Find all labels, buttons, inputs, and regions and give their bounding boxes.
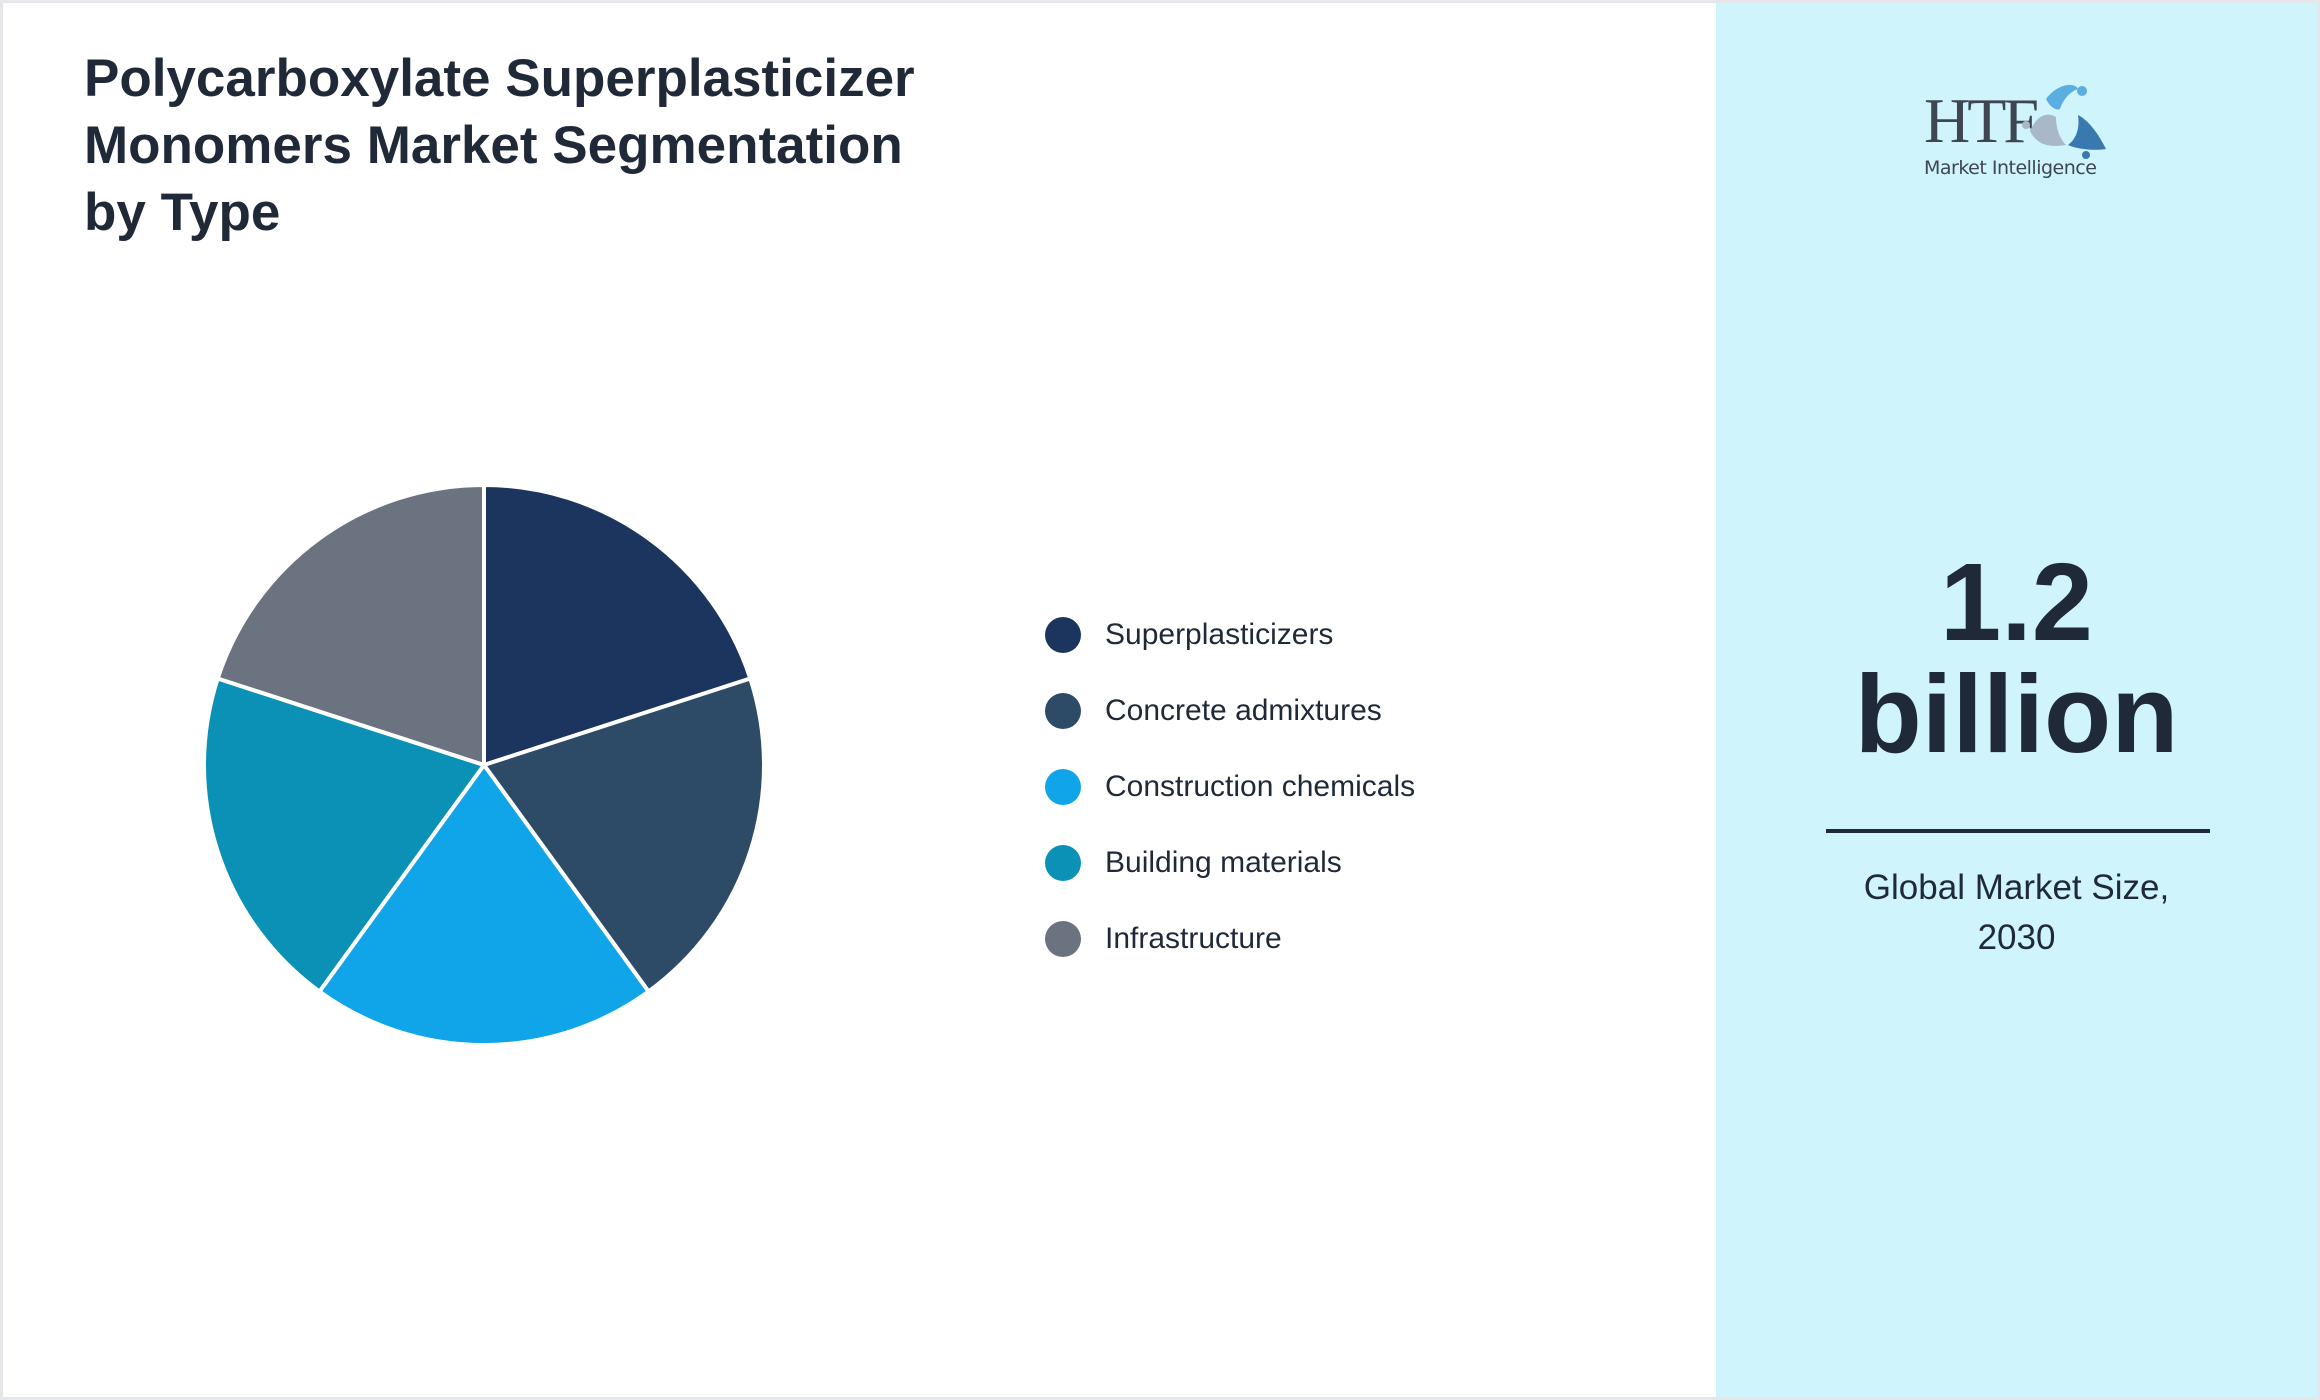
pie-slice-concrete-admixtures	[480, 675, 766, 995]
pie-chart	[202, 482, 766, 1047]
market-size-unit: billion	[1854, 653, 2179, 776]
people-circle-logo-icon	[2022, 84, 2106, 159]
legend-label: Superplasticizers	[1105, 618, 1334, 651]
legend-label: Building materials	[1105, 846, 1342, 879]
chart-legend: Superplasticizers Concrete admixtures Co…	[1045, 597, 1415, 977]
htf-logo: HTF Market Intelligence	[1924, 81, 2114, 189]
legend-swatch	[1045, 845, 1081, 881]
divider	[1826, 829, 2210, 833]
legend-swatch	[1045, 693, 1081, 729]
logo-tagline: Market Intelligence	[1924, 157, 2097, 179]
pie-slice-construction-chemicals	[316, 761, 652, 1047]
chart-panel: Polycarboxylate Superplasticizer Monomer…	[3, 3, 1716, 1397]
legend-item-superplasticizers: Superplasticizers	[1045, 597, 1415, 673]
legend-item-building-materials: Building materials	[1045, 825, 1415, 901]
logo-brand: HTF	[1924, 85, 2039, 156]
legend-swatch	[1045, 921, 1081, 957]
title-line-3: by Type	[84, 183, 281, 242]
legend-item-concrete-admixtures: Concrete admixtures	[1045, 673, 1415, 749]
legend-label: Infrastructure	[1105, 922, 1282, 955]
pie-slice-building-materials	[202, 675, 488, 995]
page-title: Polycarboxylate Superplasticizer Monomer…	[84, 45, 1064, 246]
infographic-card: Polycarboxylate Superplasticizer Monomer…	[3, 3, 2317, 1397]
market-size-panel: HTF Market Intelligence 1.2 billion Glob…	[1716, 3, 2317, 1397]
caption-line-2: 2030	[1977, 918, 2056, 957]
legend-swatch	[1045, 617, 1081, 653]
legend-label: Concrete admixtures	[1105, 694, 1382, 727]
legend-item-infrastructure: Infrastructure	[1045, 901, 1415, 977]
caption-line-1: Global Market Size,	[1863, 868, 2170, 907]
pie-slice-superplasticizers	[482, 482, 753, 768]
title-line-2: Monomers Market Segmentation	[84, 116, 903, 175]
legend-swatch	[1045, 769, 1081, 805]
legend-item-construction-chemicals: Construction chemicals	[1045, 749, 1415, 825]
pie-slice-infrastructure	[215, 482, 486, 768]
legend-label: Construction chemicals	[1105, 770, 1416, 803]
market-size-caption: Global Market Size, 2030	[1716, 863, 2317, 963]
title-line-1: Polycarboxylate Superplasticizer	[84, 49, 915, 108]
market-size-value: 1.2	[1940, 541, 2093, 664]
